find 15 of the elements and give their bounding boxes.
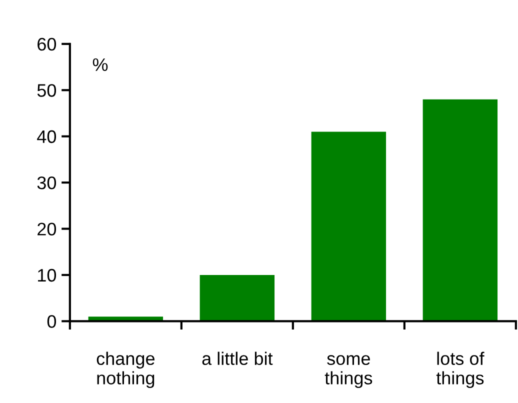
y-tick-label: 50 bbox=[37, 84, 56, 97]
y-tick-label: 30 bbox=[37, 176, 56, 190]
bar bbox=[422, 99, 498, 322]
x-tick-label: lots of things bbox=[436, 352, 484, 388]
x-tick-label: some things bbox=[324, 355, 372, 388]
y-axis-title: % bbox=[92, 58, 108, 71]
y-tick-label: 20 bbox=[38, 222, 56, 236]
y-tick-label: 0 bbox=[47, 315, 56, 328]
bar bbox=[200, 274, 275, 322]
y-tick-label: 40 bbox=[37, 130, 56, 144]
y-tick-label: 10 bbox=[38, 268, 56, 282]
x-tick-label: a little bit bbox=[202, 352, 273, 366]
x-tick-label: change nothing bbox=[96, 352, 154, 388]
y-tick-label: 60 bbox=[38, 38, 56, 51]
bar bbox=[311, 132, 386, 322]
